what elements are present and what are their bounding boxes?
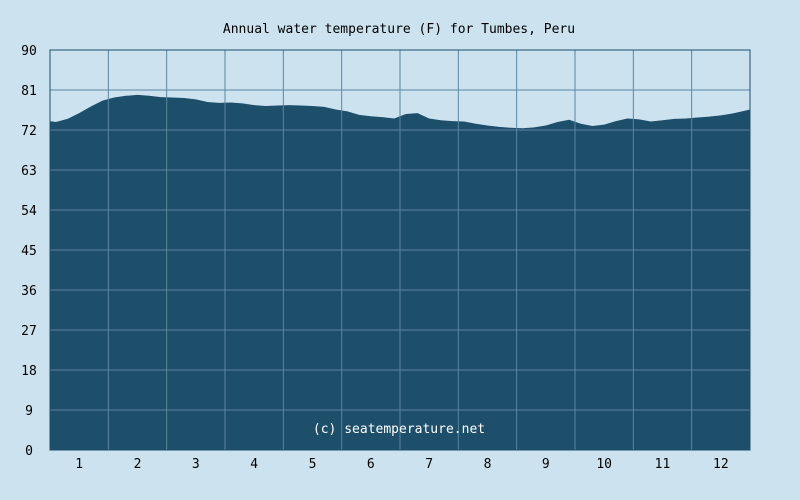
grid-lines (50, 49, 750, 451)
x-tick-label: 1 (75, 457, 83, 472)
x-tick-label: 12 (713, 457, 729, 472)
x-tick-label: 6 (367, 457, 375, 472)
y-tick-label: 54 (21, 204, 37, 219)
y-tick-label: 81 (21, 84, 37, 99)
x-tick-label: 9 (542, 457, 550, 472)
plot-frame (49, 49, 751, 451)
chart-title: Annual water temperature (F) for Tumbes,… (223, 22, 575, 37)
x-tick-label: 11 (655, 457, 671, 472)
x-tick-label: 3 (192, 457, 200, 472)
x-tick-label: 4 (250, 457, 258, 472)
y-tick-label: 63 (21, 164, 37, 179)
x-tick-label: 7 (425, 457, 433, 472)
y-tick-label: 36 (21, 284, 37, 299)
x-axis-ticks: 1 2 3 4 5 6 7 8 9 10 11 12 (75, 457, 728, 472)
y-tick-label: 45 (21, 244, 37, 259)
y-tick-label: 9 (25, 404, 33, 419)
x-tick-label: 2 (134, 457, 142, 472)
x-tick-label: 5 (309, 457, 317, 472)
y-tick-label: 0 (25, 444, 33, 459)
watermark: (c) seatemperature.net (313, 422, 485, 437)
y-tick-label: 90 (21, 44, 37, 59)
y-tick-label: 27 (21, 324, 37, 339)
x-tick-label: 10 (596, 457, 612, 472)
y-axis-ticks: 0 9 18 27 36 45 54 63 72 81 90 (21, 44, 37, 459)
y-tick-label: 72 (21, 124, 37, 139)
y-tick-label: 18 (21, 364, 37, 379)
x-tick-label: 8 (484, 457, 492, 472)
